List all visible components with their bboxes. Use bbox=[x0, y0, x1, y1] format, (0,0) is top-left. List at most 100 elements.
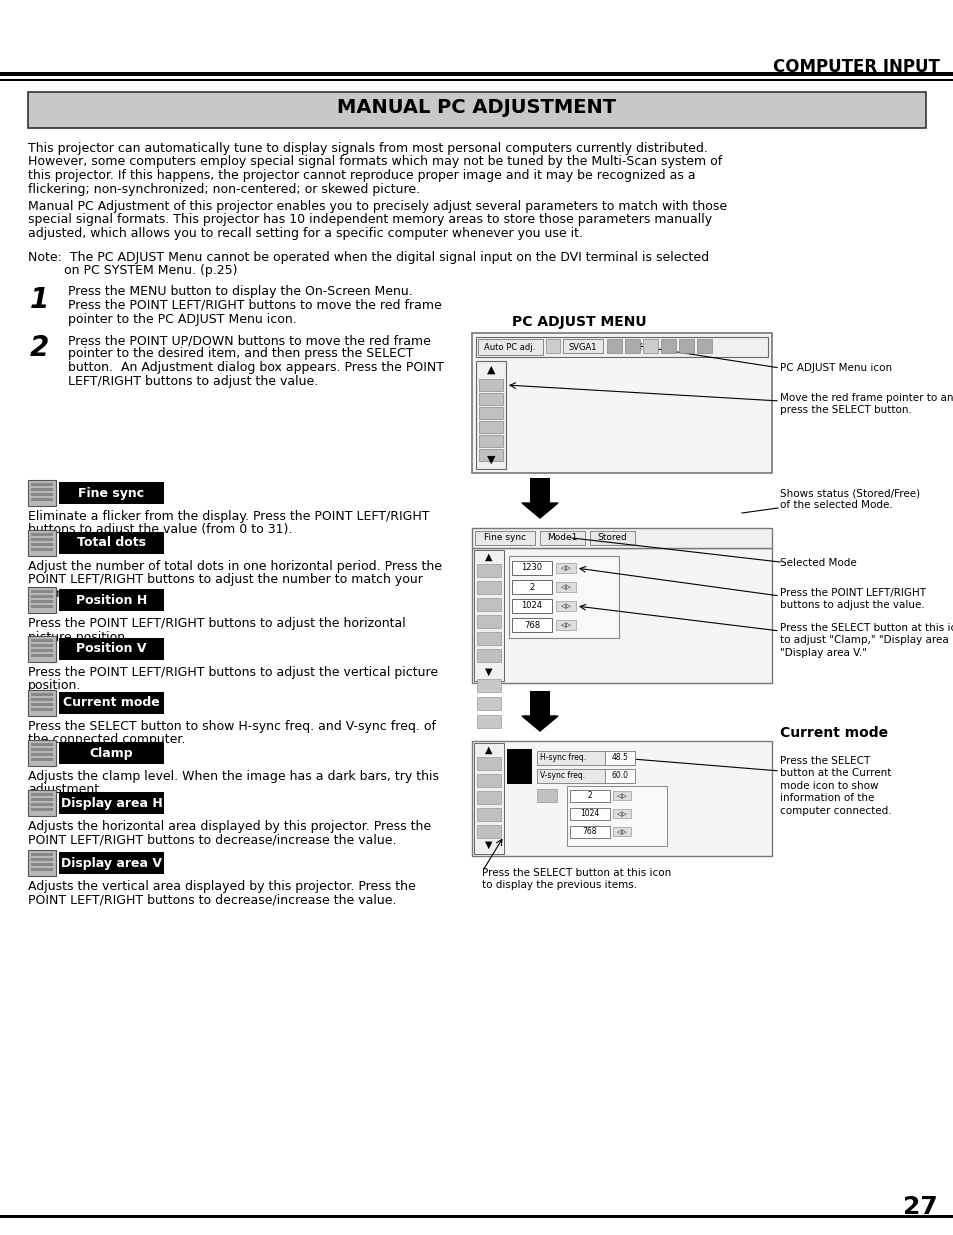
Bar bbox=[28, 587, 56, 613]
Text: Note:  The PC ADJUST Menu cannot be operated when the digital signal input on th: Note: The PC ADJUST Menu cannot be opera… bbox=[28, 251, 708, 263]
Text: ◁▷: ◁▷ bbox=[560, 584, 571, 590]
Text: adjustment.: adjustment. bbox=[28, 783, 103, 797]
Text: 768: 768 bbox=[523, 620, 539, 630]
Bar bbox=[477, 338, 542, 354]
Text: H-sync freq.: H-sync freq. bbox=[539, 753, 585, 762]
Text: Press the POINT UP/DOWN buttons to move the red frame: Press the POINT UP/DOWN buttons to move … bbox=[68, 333, 431, 347]
Text: Selected Mode: Selected Mode bbox=[780, 558, 856, 568]
Text: SVGA1: SVGA1 bbox=[568, 342, 597, 352]
Bar bbox=[30, 753, 53, 756]
Text: Press the POINT LEFT/RIGHT
buttons to adjust the value.: Press the POINT LEFT/RIGHT buttons to ad… bbox=[780, 588, 925, 610]
Text: COMPUTER INPUT: COMPUTER INPUT bbox=[772, 58, 939, 77]
Text: Adjusts the clamp level. When the image has a dark bars, try this: Adjusts the clamp level. When the image … bbox=[28, 769, 438, 783]
Text: 27: 27 bbox=[902, 1195, 937, 1219]
Bar bbox=[589, 531, 635, 545]
Bar bbox=[537, 751, 626, 764]
Text: Press the SELECT button at this icon
to display the previous items.: Press the SELECT button at this icon to … bbox=[481, 868, 671, 890]
Bar bbox=[59, 482, 164, 504]
Bar bbox=[59, 532, 164, 555]
Text: Auto PC adj.: Auto PC adj. bbox=[484, 342, 535, 352]
Bar bbox=[28, 790, 56, 816]
Bar bbox=[474, 743, 503, 853]
Text: Clamp: Clamp bbox=[90, 746, 133, 760]
Bar bbox=[476, 679, 500, 692]
Bar bbox=[478, 393, 502, 405]
Bar bbox=[30, 793, 53, 797]
Text: Total dots: Total dots bbox=[77, 536, 146, 550]
Text: Eliminate a flicker from the display. Press the POINT LEFT/RIGHT: Eliminate a flicker from the display. Pr… bbox=[28, 510, 429, 522]
Bar bbox=[512, 561, 552, 576]
Bar bbox=[660, 338, 676, 353]
Text: buttons to adjust the value (from 0 to 31).: buttons to adjust the value (from 0 to 3… bbox=[28, 524, 292, 536]
Text: This projector can automatically tune to display signals from most personal comp: This projector can automatically tune to… bbox=[28, 142, 707, 156]
Text: Current mode: Current mode bbox=[780, 726, 887, 740]
Bar bbox=[476, 632, 500, 645]
Bar bbox=[30, 488, 53, 492]
Text: the connected computer.: the connected computer. bbox=[28, 734, 185, 746]
Bar bbox=[30, 498, 53, 501]
Text: MANUAL PC ADJUSTMENT: MANUAL PC ADJUSTMENT bbox=[337, 98, 616, 117]
Bar bbox=[475, 531, 535, 545]
Text: Position V: Position V bbox=[76, 642, 147, 656]
Bar bbox=[30, 703, 53, 706]
Text: position.: position. bbox=[28, 679, 81, 693]
Text: PC image.: PC image. bbox=[28, 587, 91, 600]
Bar bbox=[537, 789, 557, 802]
Bar bbox=[59, 852, 164, 874]
Bar bbox=[30, 693, 53, 697]
Bar bbox=[476, 715, 500, 727]
Bar bbox=[506, 748, 532, 784]
Bar bbox=[28, 480, 56, 506]
Text: ◁▷: ◁▷ bbox=[560, 564, 571, 571]
Bar bbox=[624, 338, 639, 353]
Text: Press the POINT LEFT/RIGHT buttons to move the red frame: Press the POINT LEFT/RIGHT buttons to mo… bbox=[68, 299, 441, 312]
Text: 1024: 1024 bbox=[521, 601, 542, 610]
Bar bbox=[478, 408, 502, 419]
Bar bbox=[478, 435, 502, 447]
Bar bbox=[606, 338, 621, 353]
Bar bbox=[476, 774, 500, 787]
Bar bbox=[30, 543, 53, 546]
Bar bbox=[569, 790, 609, 802]
Text: Adjust the number of total dots in one horizontal period. Press the: Adjust the number of total dots in one h… bbox=[28, 559, 441, 573]
Text: special signal formats. This projector has 10 independent memory areas to store : special signal formats. This projector h… bbox=[28, 214, 711, 226]
Bar bbox=[642, 338, 658, 353]
Text: POINT LEFT/RIGHT buttons to decrease/increase the value.: POINT LEFT/RIGHT buttons to decrease/inc… bbox=[28, 834, 396, 846]
Bar bbox=[30, 605, 53, 608]
Bar bbox=[539, 531, 584, 545]
Text: 768: 768 bbox=[582, 827, 597, 836]
Bar bbox=[30, 655, 53, 657]
Bar bbox=[512, 580, 552, 594]
Bar bbox=[478, 379, 502, 391]
Bar bbox=[472, 333, 771, 473]
Text: POINT LEFT/RIGHT buttons to decrease/increase the value.: POINT LEFT/RIGHT buttons to decrease/inc… bbox=[28, 893, 396, 906]
Bar bbox=[569, 808, 609, 820]
Text: Adjusts the vertical area displayed by this projector. Press the: Adjusts the vertical area displayed by t… bbox=[28, 881, 416, 893]
Text: ◁▷: ◁▷ bbox=[616, 793, 627, 799]
Text: Display area V: Display area V bbox=[61, 857, 162, 869]
Text: 1230: 1230 bbox=[521, 563, 542, 573]
Bar bbox=[613, 827, 630, 836]
Bar bbox=[512, 618, 552, 632]
Bar bbox=[474, 550, 503, 680]
Text: 2: 2 bbox=[529, 583, 534, 592]
Text: Fine sync: Fine sync bbox=[78, 487, 145, 499]
Bar bbox=[30, 863, 53, 866]
Bar bbox=[556, 601, 576, 611]
Bar bbox=[512, 599, 552, 613]
Text: 48.5: 48.5 bbox=[611, 753, 628, 762]
Bar bbox=[476, 564, 500, 577]
Text: Manual PC Adjustment of this projector enables you to precisely adjust several p: Manual PC Adjustment of this projector e… bbox=[28, 200, 726, 212]
Text: Press the SELECT
button at the Current
mode icon to show
information of the
comp: Press the SELECT button at the Current m… bbox=[780, 756, 891, 815]
Bar bbox=[476, 361, 505, 469]
Text: Display area H: Display area H bbox=[61, 797, 162, 809]
Text: Press the SELECT button at this icon
to adjust "Clamp," "Display area H," or
"Di: Press the SELECT button at this icon to … bbox=[780, 622, 953, 658]
Text: 1024: 1024 bbox=[579, 809, 599, 819]
Text: Move the red frame pointer to an item and
press the SELECT button.: Move the red frame pointer to an item an… bbox=[780, 393, 953, 415]
Bar bbox=[59, 638, 164, 659]
Text: Fine sync: Fine sync bbox=[483, 534, 525, 542]
Bar bbox=[28, 530, 56, 556]
Text: Press the POINT LEFT/RIGHT buttons to adjust the vertical picture: Press the POINT LEFT/RIGHT buttons to ad… bbox=[28, 666, 437, 679]
Bar bbox=[613, 809, 630, 818]
Bar bbox=[28, 91, 925, 128]
